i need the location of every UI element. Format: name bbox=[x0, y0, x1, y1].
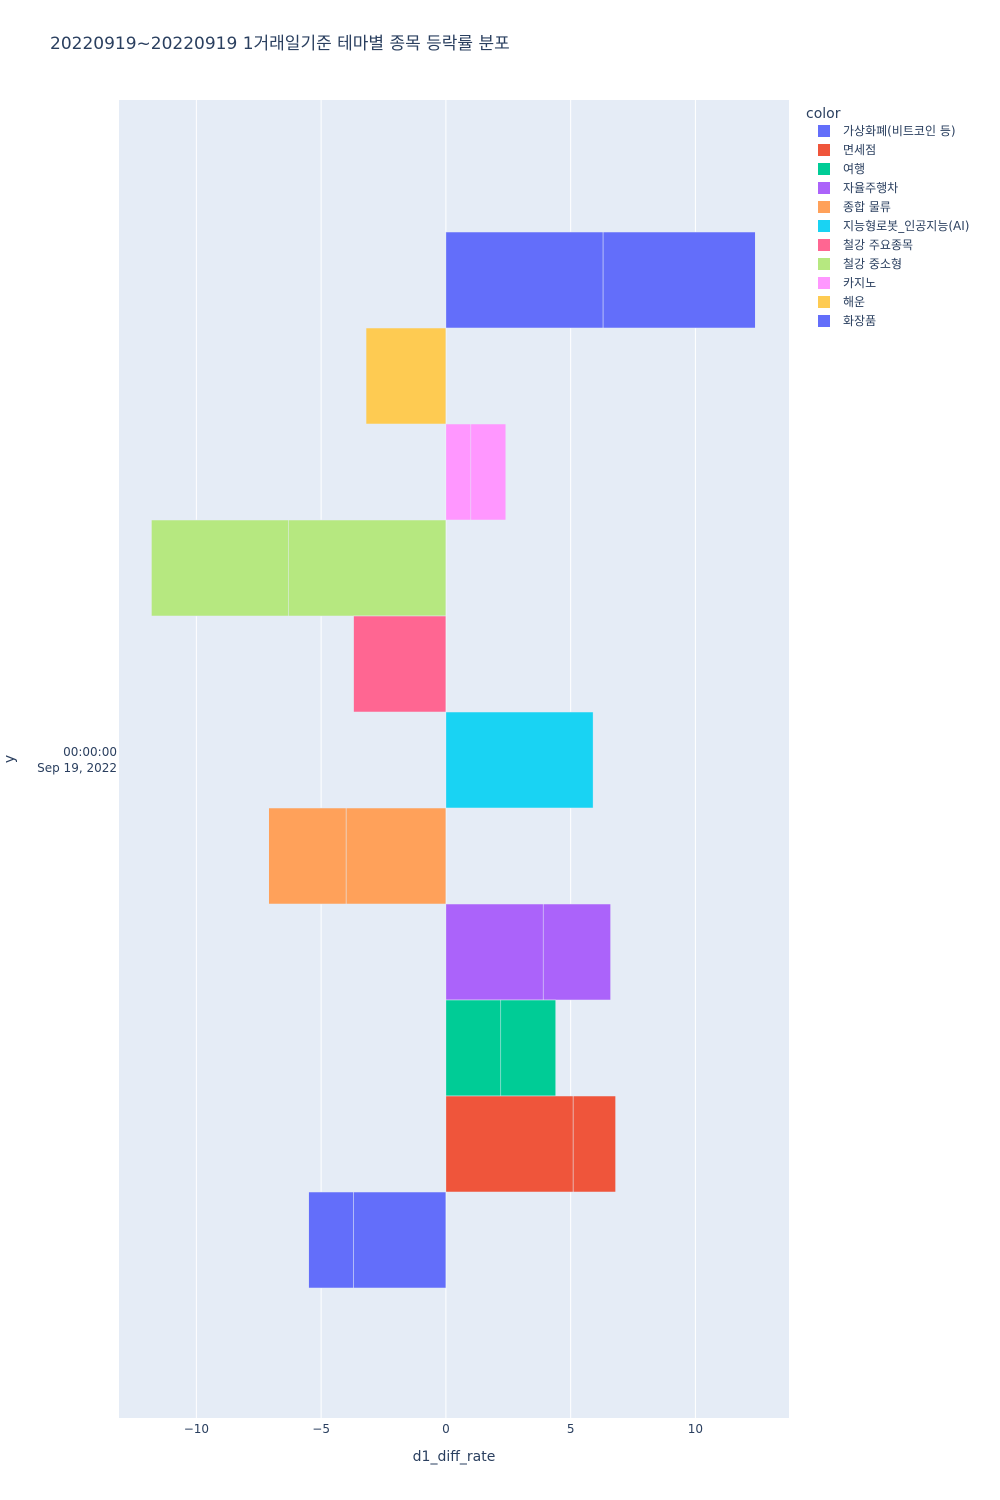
bar-segment[interactable] bbox=[151, 519, 289, 617]
legend-swatch[interactable] bbox=[818, 144, 830, 156]
legend-item-label[interactable]: 가상화폐(비트코인 등) bbox=[843, 124, 956, 138]
legend-item-label[interactable]: 지능형로봇_인공지능(AI) bbox=[843, 219, 969, 233]
bar-segment[interactable] bbox=[288, 519, 447, 617]
legend-swatch[interactable] bbox=[818, 163, 830, 175]
legend-swatch[interactable] bbox=[818, 201, 830, 213]
bar-segment[interactable] bbox=[365, 327, 447, 425]
legend-swatch[interactable] bbox=[818, 239, 830, 251]
y-tick-label-date: Sep 19, 2022 bbox=[37, 761, 117, 775]
legend-item-label[interactable]: 철강 주요종목 bbox=[843, 238, 913, 252]
y-tick-label-time: 00:00:00 bbox=[63, 745, 117, 759]
bar-segment[interactable] bbox=[353, 615, 447, 713]
legend-item-label[interactable]: 자율주행차 bbox=[843, 180, 898, 195]
bar-segment[interactable] bbox=[353, 1191, 447, 1289]
y-axis-title: y bbox=[2, 755, 18, 763]
bar-segment[interactable] bbox=[542, 903, 611, 1001]
legend-swatch[interactable] bbox=[818, 258, 830, 270]
x-tick-labels: −10 −5 0 5 10 bbox=[184, 1422, 703, 1436]
x-axis-title: d1_diff_rate bbox=[413, 1449, 496, 1465]
legend-item-label[interactable]: 종합 물류 bbox=[843, 200, 891, 214]
bar-segment[interactable] bbox=[470, 423, 507, 521]
bar-segment[interactable] bbox=[445, 231, 604, 329]
bar-segment[interactable] bbox=[572, 1095, 616, 1193]
chart-title: 20220919~20220919 1거래일기준 테마별 종목 등락률 분포 bbox=[50, 34, 510, 54]
bar-segment[interactable] bbox=[445, 903, 544, 1001]
bar-segment[interactable] bbox=[445, 711, 594, 809]
legend-item-label[interactable]: 면세점 bbox=[843, 143, 876, 157]
legend-item-label[interactable]: 철강 중소형 bbox=[843, 257, 902, 271]
legend-item-label[interactable]: 해운 bbox=[843, 295, 865, 309]
legend-swatch[interactable] bbox=[818, 315, 830, 327]
legend-title: color bbox=[806, 106, 841, 122]
x-tick-label: 0 bbox=[442, 1422, 450, 1436]
legend-swatch[interactable] bbox=[818, 277, 830, 289]
legend-swatch[interactable] bbox=[818, 220, 830, 232]
x-tick-label: 10 bbox=[688, 1422, 703, 1436]
bar-segment[interactable] bbox=[268, 807, 347, 905]
bar-segment[interactable] bbox=[308, 1191, 354, 1289]
x-tick-label: 5 bbox=[567, 1422, 575, 1436]
x-tick-label: −10 bbox=[184, 1422, 209, 1436]
bar-segment[interactable] bbox=[345, 807, 447, 905]
legend-item-label[interactable]: 화장품 bbox=[843, 314, 876, 328]
legend-swatch[interactable] bbox=[818, 125, 830, 137]
bar-segment[interactable] bbox=[445, 423, 472, 521]
x-tick-label: −5 bbox=[312, 1422, 330, 1436]
legend-swatch[interactable] bbox=[818, 182, 830, 194]
bar-segment[interactable] bbox=[445, 999, 502, 1097]
legend-item-label[interactable]: 여행 bbox=[843, 161, 865, 176]
bar-segment[interactable] bbox=[602, 231, 756, 329]
bar-segment[interactable] bbox=[445, 1095, 574, 1193]
bars-group bbox=[151, 231, 756, 1289]
bar-segment[interactable] bbox=[500, 999, 556, 1097]
legend-swatch[interactable] bbox=[818, 296, 830, 308]
legend-item-label[interactable]: 카지노 bbox=[843, 276, 876, 290]
